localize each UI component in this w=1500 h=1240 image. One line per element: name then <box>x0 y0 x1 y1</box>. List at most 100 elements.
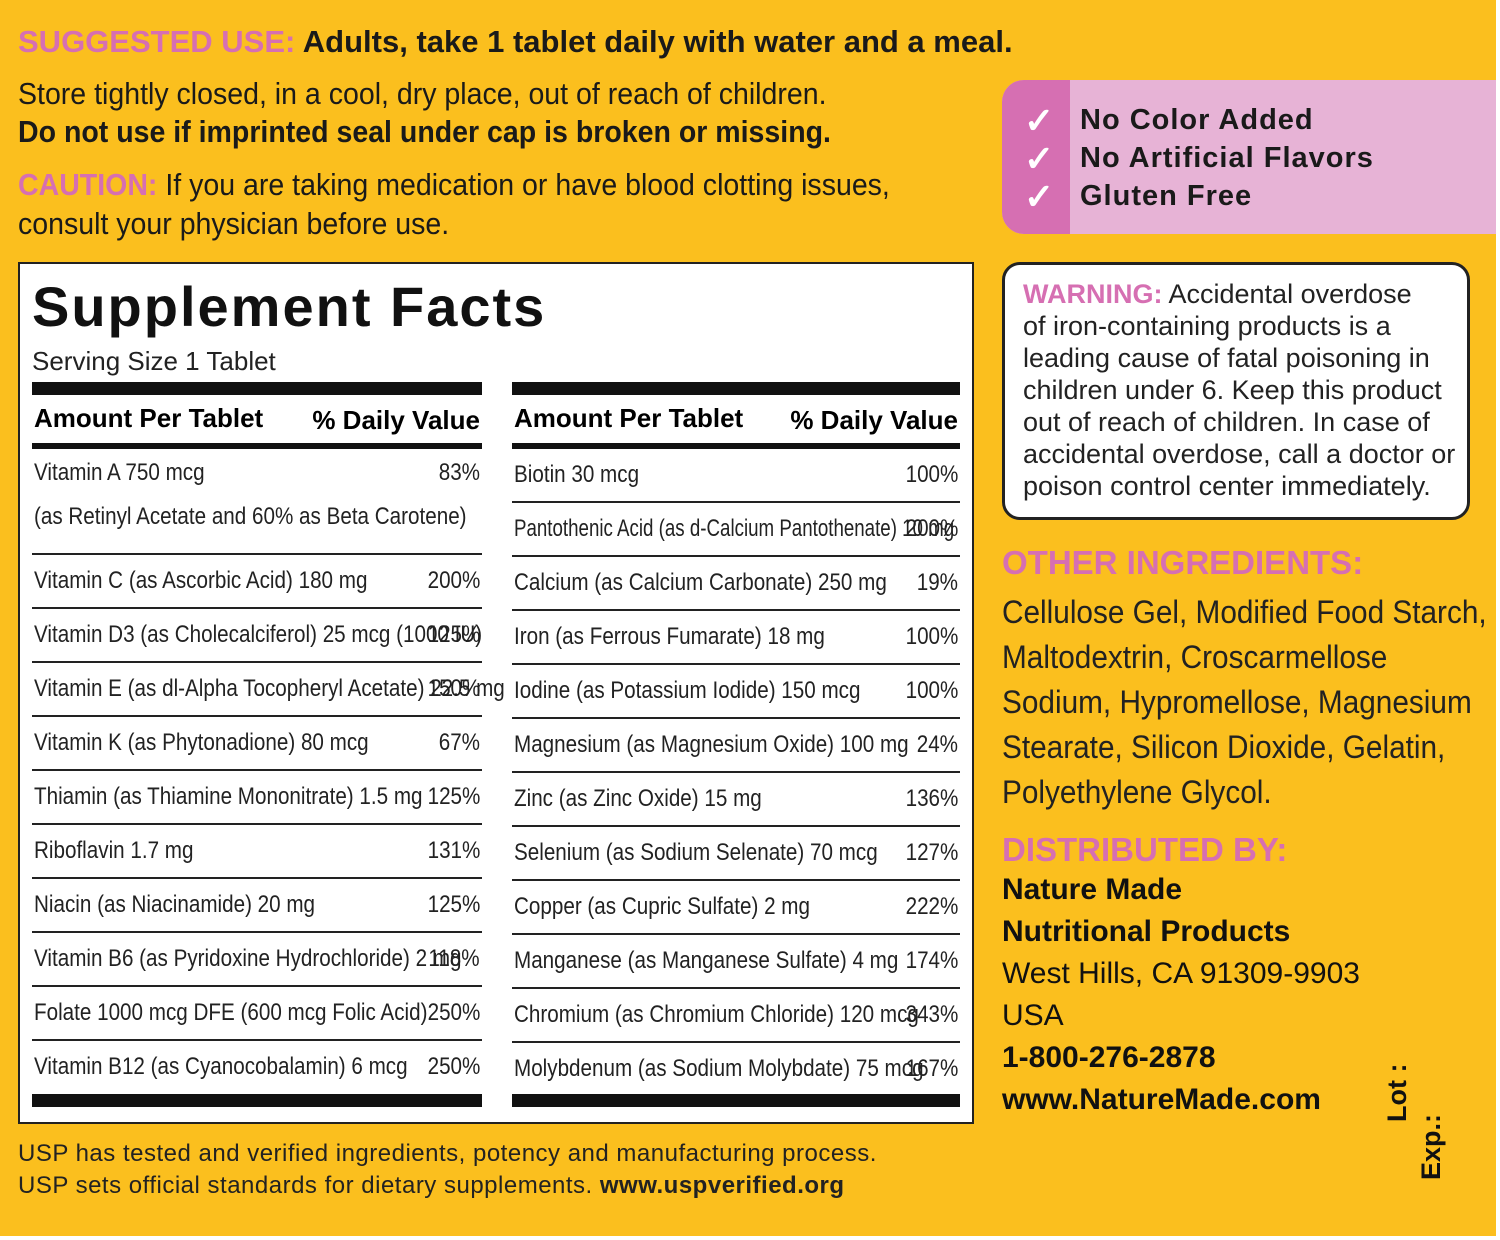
nutrient-name: Niacin (as Niacinamide) 20 mg <box>34 891 316 918</box>
nutrient-dv: 250% <box>427 999 480 1026</box>
exp-label: Exp.: <box>1416 1113 1446 1180</box>
nutrient-dv: 100% <box>905 461 958 488</box>
nutrient-row: Vitamin B12 (as Cyanocobalamin) 6 mcg 25… <box>32 1041 482 1093</box>
nutrient-subtext: (as Retinyl Acetate and 60% as Beta Caro… <box>34 503 467 530</box>
nutrient-row: Pantothenic Acid (as d-Calcium Pantothen… <box>512 503 960 557</box>
nutrient-name: Vitamin B12 (as Cyanocobalamin) 6 mcg <box>34 1053 408 1080</box>
nutrient-dv: 125% <box>427 621 480 648</box>
warning-line-6: accidental overdose, call a doctor or <box>1023 439 1456 469</box>
distributor-name-2: Nutritional Products <box>1002 915 1291 948</box>
warning-line-4: children under 6. Keep this product <box>1023 375 1442 405</box>
nutrient-row: Zinc (as Zinc Oxide) 15 mg 136% <box>512 773 960 827</box>
nutrient-row: Chromium (as Chromium Chloride) 120 mcg … <box>512 989 960 1043</box>
usp-statement-1: USP has tested and verified ingredients,… <box>18 1140 877 1167</box>
nutrient-dv: 100% <box>905 623 958 650</box>
nutrient-row: Iron (as Ferrous Fumarate) 18 mg 100% <box>512 611 960 665</box>
nutrient-row: Calcium (as Calcium Carbonate) 250 mg 19… <box>512 557 960 611</box>
nutrient-name: Manganese (as Manganese Sulfate) 4 mg <box>514 947 899 974</box>
nutrient-name: Vitamin E (as dl-Alpha Tocopheryl Acetat… <box>34 675 505 702</box>
claims-box: ✓ ✓ ✓ No Color Added No Artificial Flavo… <box>1002 80 1496 234</box>
nutrient-name: Biotin 30 mcg <box>514 461 640 488</box>
nutrient-name: Chromium (as Chromium Chloride) 120 mcg <box>514 1001 919 1028</box>
nutrient-row: Selenium (as Sodium Selenate) 70 mcg 127… <box>512 827 960 881</box>
nutrient-dv: 19% <box>916 569 958 596</box>
warning-text: Accidental overdose <box>1168 279 1412 309</box>
nutrient-dv: 250% <box>427 1053 480 1080</box>
suggested-use-label: SUGGESTED USE: <box>18 24 296 59</box>
caution-line-1: CAUTION: If you are taking medication or… <box>18 167 890 203</box>
iron-warning-box: WARNING: Accidental overdose of iron-con… <box>1002 262 1470 520</box>
caution-text: If you are taking medication or have blo… <box>165 167 890 202</box>
nutrient-dv: 127% <box>905 839 958 866</box>
nutrient-dv: 150% <box>427 675 480 702</box>
distributor-country: USA <box>1002 999 1064 1032</box>
caution-label: CAUTION: <box>18 167 158 202</box>
nutrient-name: Zinc (as Zinc Oxide) 15 mg <box>514 785 762 812</box>
nutrient-name: Copper (as Cupric Sulfate) 2 mg <box>514 893 810 920</box>
nutrient-name: Vitamin C (as Ascorbic Acid) 180 mg <box>34 567 368 594</box>
facts-title: Supplement Facts <box>32 275 547 338</box>
ingredients-line-4: Stearate, Silicon Dioxide, Gelatin, <box>1002 729 1446 765</box>
header-rule <box>32 443 482 449</box>
distributed-by-heading: DISTRIBUTED BY: <box>1002 831 1288 868</box>
nutrient-name: Iron (as Ferrous Fumarate) 18 mg <box>514 623 825 650</box>
check-icon: ✓ <box>1024 100 1055 141</box>
claim-no-flavors: No Artificial Flavors <box>1080 142 1374 174</box>
nutrient-name: Thiamin (as Thiamine Mononitrate) 1.5 mg <box>34 783 423 810</box>
nutrient-name: Selenium (as Sodium Selenate) 70 mcg <box>514 839 878 866</box>
usp-link[interactable]: www.uspverified.org <box>599 1172 845 1199</box>
nutrient-dv: 200% <box>905 515 958 542</box>
nutrient-name: Riboflavin 1.7 mg <box>34 837 194 864</box>
nutrient-name: Pantothenic Acid (as d-Calcium Pantothen… <box>514 515 955 542</box>
nutrient-row: Biotin 30 mcg 100% <box>512 449 960 503</box>
header-daily-value: % Daily Value <box>790 405 958 435</box>
column-header: Amount Per Tablet % Daily Value <box>32 395 482 443</box>
lot-label: Lot : <box>1382 1063 1412 1122</box>
facts-column-right: Amount Per Tablet % Daily Value Biotin 3… <box>512 382 960 1107</box>
nutrient-dv: 222% <box>905 893 958 920</box>
usp-text: USP sets official standards for dietary … <box>18 1172 593 1199</box>
ingredients-line-3: Sodium, Hypromellose, Magnesium <box>1002 684 1472 720</box>
supplement-facts-panel: Supplement Facts Serving Size 1 Tablet A… <box>18 262 974 1124</box>
nutrient-name: Magnesium (as Magnesium Oxide) 100 mg <box>514 731 909 758</box>
nutrient-name: Vitamin D3 (as Cholecalciferol) 25 mcg (… <box>34 621 483 648</box>
nutrient-row: Molybdenum (as Sodium Molybdate) 75 mcg … <box>512 1043 960 1093</box>
header-amount: Amount Per Tablet <box>34 403 264 433</box>
nutrient-row: Vitamin C (as Ascorbic Acid) 180 mg 200% <box>32 555 482 609</box>
nutrient-row: Manganese (as Manganese Sulfate) 4 mg 17… <box>512 935 960 989</box>
nutrient-dv: 83% <box>438 459 480 486</box>
thick-rule <box>32 382 482 395</box>
nutrient-row: Magnesium (as Magnesium Oxide) 100 mg 24… <box>512 719 960 773</box>
warning-line-1: WARNING: Accidental overdose <box>1023 279 1412 310</box>
warning-label: WARNING: <box>1023 279 1163 309</box>
nutrient-row: Vitamin B6 (as Pyridoxine Hydrochloride)… <box>32 933 482 987</box>
nutrient-row: Vitamin D3 (as Cholecalciferol) 25 mcg (… <box>32 609 482 663</box>
serving-size: Serving Size 1 Tablet <box>32 346 276 376</box>
warning-line-2: of iron-containing products is a <box>1023 311 1391 341</box>
facts-column-left: Amount Per Tablet % Daily Value Vitamin … <box>32 382 505 1107</box>
header-daily-value: % Daily Value <box>312 405 480 435</box>
nutrient-row: Iodine (as Potassium Iodide) 150 mcg 100… <box>512 665 960 719</box>
nutrient-row: Vitamin A 750 mcg 83% (as Retinyl Acetat… <box>32 449 482 555</box>
distributor-website[interactable]: www.NatureMade.com <box>1002 1083 1321 1116</box>
claims-tab <box>1002 80 1070 234</box>
nutrient-dv: 200% <box>427 567 480 594</box>
distributor-phone: 1-800-276-2878 <box>1002 1041 1216 1074</box>
usp-statement-2: USP sets official standards for dietary … <box>18 1172 845 1200</box>
thick-rule <box>32 1094 482 1107</box>
nutrient-row: Riboflavin 1.7 mg 131% <box>32 825 482 879</box>
ingredients-line-2: Maltodextrin, Croscarmellose <box>1002 639 1388 675</box>
nutrient-dv: 100% <box>905 677 958 704</box>
distributor-name-1: Nature Made <box>1002 873 1183 906</box>
caution-line-2: consult your physician before use. <box>18 206 450 241</box>
nutrient-name: Vitamin K (as Phytonadione) 80 mcg <box>34 729 369 756</box>
thick-rule <box>512 1094 960 1107</box>
nutrient-row: Folate 1000 mcg DFE (600 mcg Folic Acid)… <box>32 987 482 1041</box>
nutrient-row: Niacin (as Niacinamide) 20 mg 125% <box>32 879 482 933</box>
warning-line-5: out of reach of children. In case of <box>1023 407 1430 437</box>
nutrient-dv: 343% <box>905 1001 958 1028</box>
nutrient-row: Copper (as Cupric Sulfate) 2 mg 222% <box>512 881 960 935</box>
thick-rule <box>512 382 960 395</box>
nutrient-name: Folate 1000 mcg DFE (600 mcg Folic Acid) <box>34 999 428 1026</box>
